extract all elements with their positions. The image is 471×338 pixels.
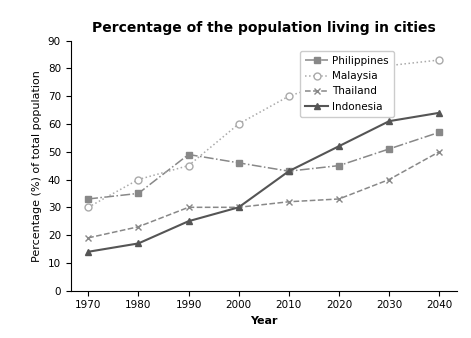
X-axis label: Year: Year — [250, 316, 277, 326]
Philippines — [136, 191, 141, 195]
Malaysia — [336, 77, 342, 81]
Thailand — [386, 177, 392, 182]
Philippines — [386, 147, 392, 151]
Thailand — [186, 205, 191, 209]
Malaysia — [136, 177, 141, 182]
Indonesia — [186, 219, 191, 223]
Line: Malaysia: Malaysia — [85, 56, 443, 211]
Indonesia — [437, 111, 442, 115]
Indonesia — [236, 205, 242, 209]
Malaysia — [437, 58, 442, 62]
Indonesia — [136, 241, 141, 245]
Malaysia — [236, 122, 242, 126]
Malaysia — [386, 64, 392, 68]
Philippines — [236, 161, 242, 165]
Philippines — [186, 152, 191, 156]
Philippines — [286, 169, 292, 173]
Philippines — [437, 130, 442, 134]
Malaysia — [85, 205, 91, 209]
Legend: Philippines, Malaysia, Thailand, Indonesia: Philippines, Malaysia, Thailand, Indones… — [300, 51, 394, 117]
Thailand — [85, 236, 91, 240]
Y-axis label: Percentage (%) of total population: Percentage (%) of total population — [32, 70, 42, 262]
Indonesia — [286, 169, 292, 173]
Thailand — [437, 150, 442, 154]
Line: Thailand: Thailand — [85, 148, 443, 241]
Philippines — [85, 197, 91, 201]
Line: Indonesia: Indonesia — [85, 110, 443, 255]
Indonesia — [85, 250, 91, 254]
Title: Percentage of the population living in cities: Percentage of the population living in c… — [92, 21, 436, 35]
Indonesia — [336, 144, 342, 148]
Thailand — [286, 200, 292, 204]
Indonesia — [386, 119, 392, 123]
Philippines — [336, 164, 342, 168]
Malaysia — [286, 94, 292, 98]
Line: Philippines: Philippines — [85, 129, 442, 202]
Malaysia — [186, 164, 191, 168]
Thailand — [336, 197, 342, 201]
Thailand — [136, 225, 141, 229]
Thailand — [236, 205, 242, 209]
